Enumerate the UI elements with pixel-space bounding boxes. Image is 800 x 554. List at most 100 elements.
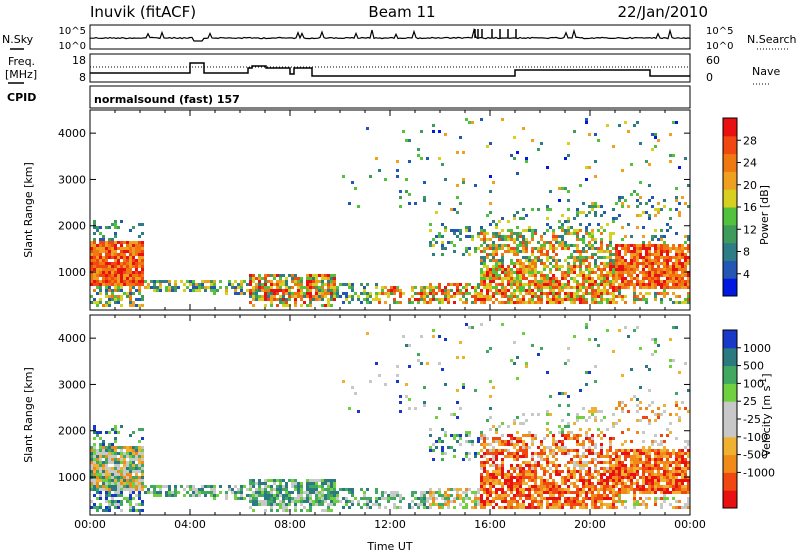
- power-cell: [525, 292, 528, 295]
- velocity-cell: [135, 470, 138, 473]
- power-cell: [678, 253, 681, 256]
- power-cell: [129, 289, 132, 292]
- power-cell: [594, 211, 597, 214]
- power-cell: [672, 244, 675, 247]
- velocity-cell: [306, 497, 309, 500]
- power-cell: [333, 277, 336, 280]
- power-cell: [396, 175, 399, 178]
- power-cell: [426, 157, 429, 160]
- power-cell: [414, 292, 417, 295]
- power-cell: [537, 295, 540, 298]
- velocity-cell: [513, 437, 516, 440]
- velocity-cell: [300, 485, 303, 488]
- velocity-cell: [654, 434, 657, 437]
- velocity-cell: [243, 497, 246, 500]
- power-cell: [666, 265, 669, 268]
- velocity-cell: [366, 500, 369, 503]
- velocity-cell: [288, 479, 291, 482]
- power-cell: [138, 277, 141, 280]
- power-cell: [114, 265, 117, 268]
- power-cell: [93, 298, 96, 301]
- power-cell: [438, 289, 441, 292]
- power-cell: [531, 250, 534, 253]
- power-cell: [537, 241, 540, 244]
- power-cell: [489, 211, 492, 214]
- velocity-cell: [450, 494, 453, 497]
- power-cell: [462, 151, 465, 154]
- power-cell: [117, 298, 120, 301]
- velocity-cell: [312, 485, 315, 488]
- velocity-cell: [600, 437, 603, 440]
- power-cell: [204, 289, 207, 292]
- velocity-cell: [315, 485, 318, 488]
- velocity-colorbar-tick-label: 500: [743, 360, 764, 373]
- velocity-cell: [519, 449, 522, 452]
- power-cell: [624, 244, 627, 247]
- power-cell: [576, 229, 579, 232]
- power-cell: [534, 259, 537, 262]
- velocity-cell: [258, 503, 261, 506]
- velocity-cell: [462, 386, 465, 389]
- velocity-cell: [474, 503, 477, 506]
- power-cell: [675, 286, 678, 289]
- power-cell: [663, 244, 666, 247]
- power-cell: [549, 277, 552, 280]
- velocity-cell: [651, 479, 654, 482]
- velocity-cell: [474, 452, 477, 455]
- velocity-cell: [606, 494, 609, 497]
- power-cell: [495, 250, 498, 253]
- velocity-cell: [564, 503, 567, 506]
- velocity-cell: [615, 455, 618, 458]
- power-cell: [597, 286, 600, 289]
- velocity-cell: [300, 491, 303, 494]
- velocity-cell: [645, 479, 648, 482]
- velocity-cell: [609, 473, 612, 476]
- power-cell: [531, 274, 534, 277]
- velocity-cell: [501, 434, 504, 437]
- power-cell: [477, 298, 480, 301]
- velocity-cell: [594, 494, 597, 497]
- velocity-cell: [462, 506, 465, 509]
- velocity-cell: [123, 479, 126, 482]
- velocity-cell: [204, 485, 207, 488]
- velocity-cell: [351, 503, 354, 506]
- velocity-cell: [531, 479, 534, 482]
- power-cell: [654, 298, 657, 301]
- velocity-cell: [141, 437, 144, 440]
- power-cell: [93, 244, 96, 247]
- velocity-cell: [90, 467, 93, 470]
- velocity-cell: [582, 440, 585, 443]
- velocity-cell: [204, 494, 207, 497]
- velocity-cell: [588, 485, 591, 488]
- power-cell: [441, 241, 444, 244]
- power-cell: [513, 214, 516, 217]
- power-cell: [240, 286, 243, 289]
- velocity-cell: [99, 476, 102, 479]
- power-cell: [600, 274, 603, 277]
- velocity-cell: [579, 461, 582, 464]
- velocity-cell: [279, 485, 282, 488]
- power-cell: [669, 208, 672, 211]
- freq-label-line1: Freq.: [8, 55, 35, 68]
- power-cell: [105, 277, 108, 280]
- velocity-cell: [132, 482, 135, 485]
- power-cell: [480, 295, 483, 298]
- velocity-cell: [138, 446, 141, 449]
- velocity-cell: [579, 503, 582, 506]
- velocity-cell: [294, 500, 297, 503]
- velocity-cell: [648, 455, 651, 458]
- power-cell: [585, 121, 588, 124]
- power-cell: [603, 250, 606, 253]
- velocity-cell: [555, 470, 558, 473]
- velocity-cell: [624, 326, 627, 329]
- power-cell: [345, 295, 348, 298]
- velocity-cell: [597, 470, 600, 473]
- velocity-cell: [654, 350, 657, 353]
- power-cell: [93, 301, 96, 304]
- power-cell: [135, 268, 138, 271]
- power-cell: [441, 223, 444, 226]
- power-cell: [657, 280, 660, 283]
- power-cell: [108, 244, 111, 247]
- power-cell: [516, 235, 519, 238]
- velocity-cell: [618, 488, 621, 491]
